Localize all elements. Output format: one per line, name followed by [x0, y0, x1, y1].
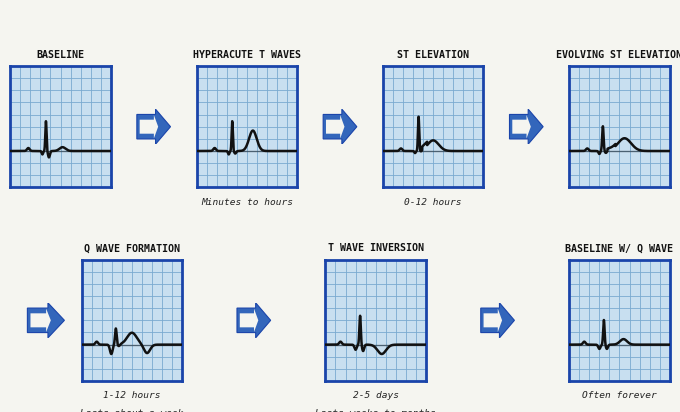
Text: BASELINE: BASELINE	[37, 50, 84, 60]
Polygon shape	[483, 309, 502, 332]
Polygon shape	[512, 115, 531, 138]
Text: 1-12 hours: 1-12 hours	[103, 391, 160, 400]
Text: Often forever: Often forever	[582, 391, 657, 400]
Polygon shape	[139, 115, 158, 138]
Text: Q WAVE FORMATION: Q WAVE FORMATION	[84, 243, 180, 253]
Text: T WAVE INVERSION: T WAVE INVERSION	[328, 243, 424, 253]
Polygon shape	[323, 109, 357, 144]
Polygon shape	[509, 109, 543, 144]
Text: 0-12 hours: 0-12 hours	[405, 198, 462, 207]
Text: HYPERACUTE T WAVES: HYPERACUTE T WAVES	[193, 50, 301, 60]
Text: EVOLVING ST ELEVATION: EVOLVING ST ELEVATION	[556, 50, 680, 60]
Polygon shape	[31, 309, 51, 332]
Text: ST ELEVATION: ST ELEVATION	[397, 50, 469, 60]
Text: Minutes to hours: Minutes to hours	[201, 198, 293, 207]
Polygon shape	[237, 303, 271, 338]
Text: Lasts about a week: Lasts about a week	[80, 409, 184, 412]
Polygon shape	[481, 303, 515, 338]
Polygon shape	[27, 303, 65, 338]
Polygon shape	[240, 309, 258, 332]
Text: Lasts weeks-to-months: Lasts weeks-to-months	[316, 409, 436, 412]
Text: 2-5 days: 2-5 days	[353, 391, 398, 400]
Polygon shape	[137, 109, 171, 144]
Polygon shape	[326, 115, 345, 138]
Text: BASELINE W/ Q WAVE: BASELINE W/ Q WAVE	[566, 243, 673, 253]
